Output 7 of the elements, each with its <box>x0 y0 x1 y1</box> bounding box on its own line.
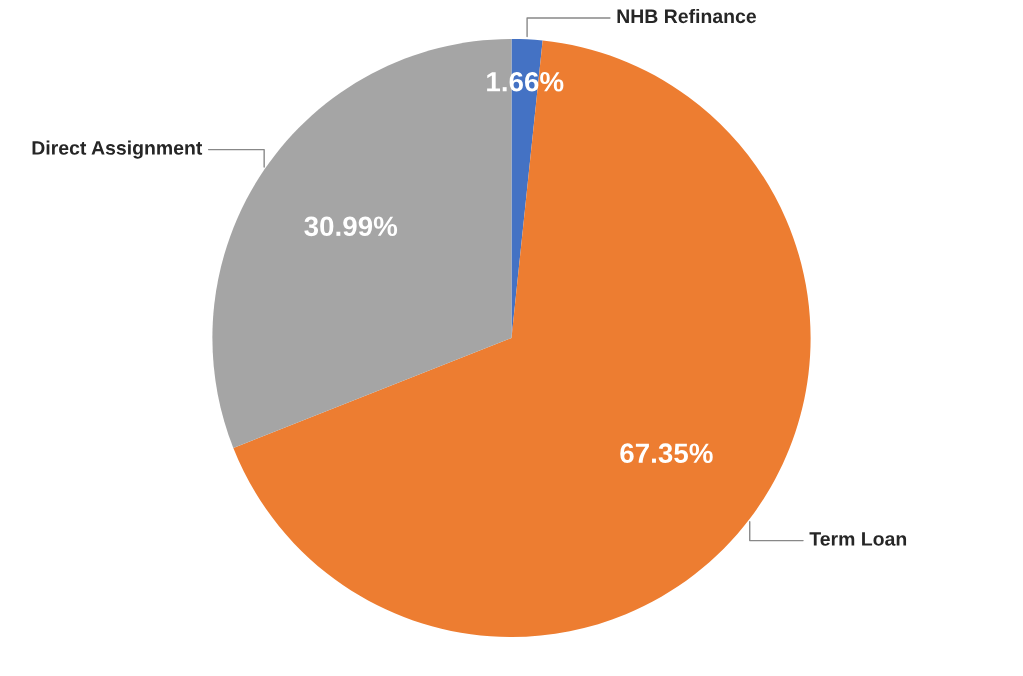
slice-label: NHB Refinance <box>617 8 756 24</box>
data-label: 67.35% <box>620 443 713 464</box>
data-label: 1.66% <box>487 71 564 92</box>
data-label: 30.99% <box>304 216 398 237</box>
pie-slice <box>233 40 811 638</box>
slice-label: Term Loan <box>809 532 907 546</box>
slice-label: Direct Assignment <box>32 140 203 159</box>
